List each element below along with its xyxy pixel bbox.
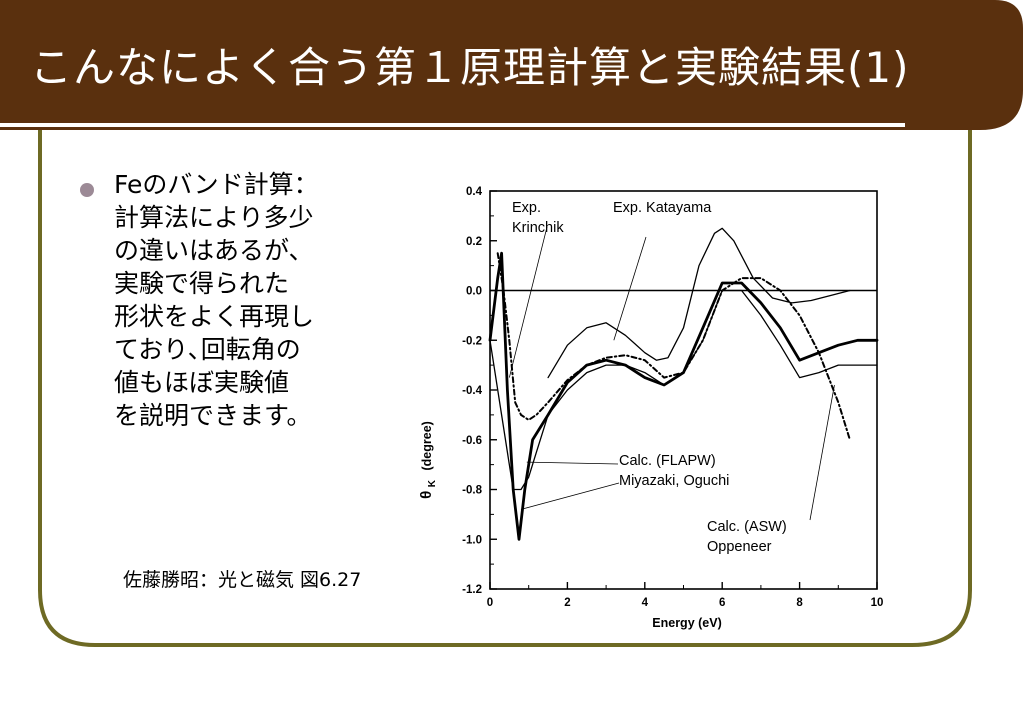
x-tick-label: 8 xyxy=(796,597,803,609)
annotation-leader-line xyxy=(526,461,619,465)
annotation-krinchik-line1: Exp. xyxy=(512,200,541,216)
page-title: こんなによく合う第１原理計算と実験結果(1) xyxy=(30,43,910,92)
annotation-krinchik: Exp. Krinchik xyxy=(512,200,564,236)
tick-labels: 0 2 4 6 8 10 0.4 0.2 0.0 -0.2 -0.4 -0.6 -0.8 -1.0 -1.2 xyxy=(462,186,883,609)
y-tick-label: -0.6 xyxy=(462,435,482,447)
annotation-asw: Calc. (ASW) Oppeneer xyxy=(707,519,791,555)
axis-ticks xyxy=(489,190,878,590)
y-axis-title-unit: (degree) xyxy=(420,421,434,470)
figure-caption: 佐藤勝昭：光と磁気 図6.27 xyxy=(123,569,362,591)
series-exp-katayama xyxy=(547,227,851,379)
series-exp-krinchik xyxy=(496,252,851,441)
y-tick-label: 0.0 xyxy=(466,286,482,298)
annotation-asw-line1: Calc. (ASW) xyxy=(707,519,787,535)
title-underline xyxy=(0,123,905,127)
y-tick-label: -0.8 xyxy=(462,485,482,497)
content-frame xyxy=(38,130,972,647)
annotation-flapw-line2: Miyazaki, Oguchi xyxy=(619,473,729,489)
series-curves xyxy=(488,227,879,541)
annotation-flapw: Calc. (FLAPW) Miyazaki, Oguchi xyxy=(619,453,729,489)
annotation-leaders xyxy=(508,226,835,521)
annotation-flapw-line1: Calc. (FLAPW) xyxy=(619,453,716,469)
annotation-krinchik-line2: Krinchik xyxy=(512,220,564,236)
y-axis-title-symbol: θ xyxy=(418,491,435,499)
svg-text:θ K (degree): θ K (degree) xyxy=(418,421,438,499)
annotation-katayama: Exp. Katayama xyxy=(613,200,712,216)
y-tick-label: 0.2 xyxy=(466,236,482,248)
plot-area xyxy=(489,190,878,590)
annotation-leader-line xyxy=(520,482,620,510)
x-tick-label: 10 xyxy=(871,597,884,609)
y-tick-label: -1.0 xyxy=(462,534,482,546)
y-tick-label: -0.4 xyxy=(462,385,482,397)
plot-border xyxy=(489,190,878,590)
bullet-icon xyxy=(80,183,94,197)
series-calc-flapw xyxy=(488,251,879,541)
x-tick-label: 4 xyxy=(642,597,649,609)
y-axis-title-subscript: K xyxy=(427,479,438,487)
kerr-rotation-chart: 0 2 4 6 8 10 0.4 0.2 0.0 -0.2 -0.4 -0.6 -0.8 -1.0 -1.2… xyxy=(418,186,883,630)
y-axis-title: θ K (degree) xyxy=(418,421,438,499)
x-tick-label: 0 xyxy=(487,597,493,609)
y-tick-label: -1.2 xyxy=(462,584,482,596)
bullet-text: Feのバンド計算： 計算法により多少 の違いはあるが、 実験で得られた 形状をよ… xyxy=(114,170,319,430)
x-tick-label: 2 xyxy=(564,597,570,609)
y-tick-label: -0.2 xyxy=(462,335,482,347)
x-tick-label: 6 xyxy=(719,597,725,609)
title-bar xyxy=(0,0,1023,130)
annotation-leader-line xyxy=(613,236,647,341)
annotation-leader-line xyxy=(508,226,548,378)
series-calc-asw xyxy=(489,289,878,491)
annotation-asw-line2: Oppeneer xyxy=(707,539,772,555)
x-axis-title: Energy (eV) xyxy=(652,616,721,630)
y-tick-label: 0.4 xyxy=(466,186,483,198)
annotation-leader-line xyxy=(809,384,835,521)
